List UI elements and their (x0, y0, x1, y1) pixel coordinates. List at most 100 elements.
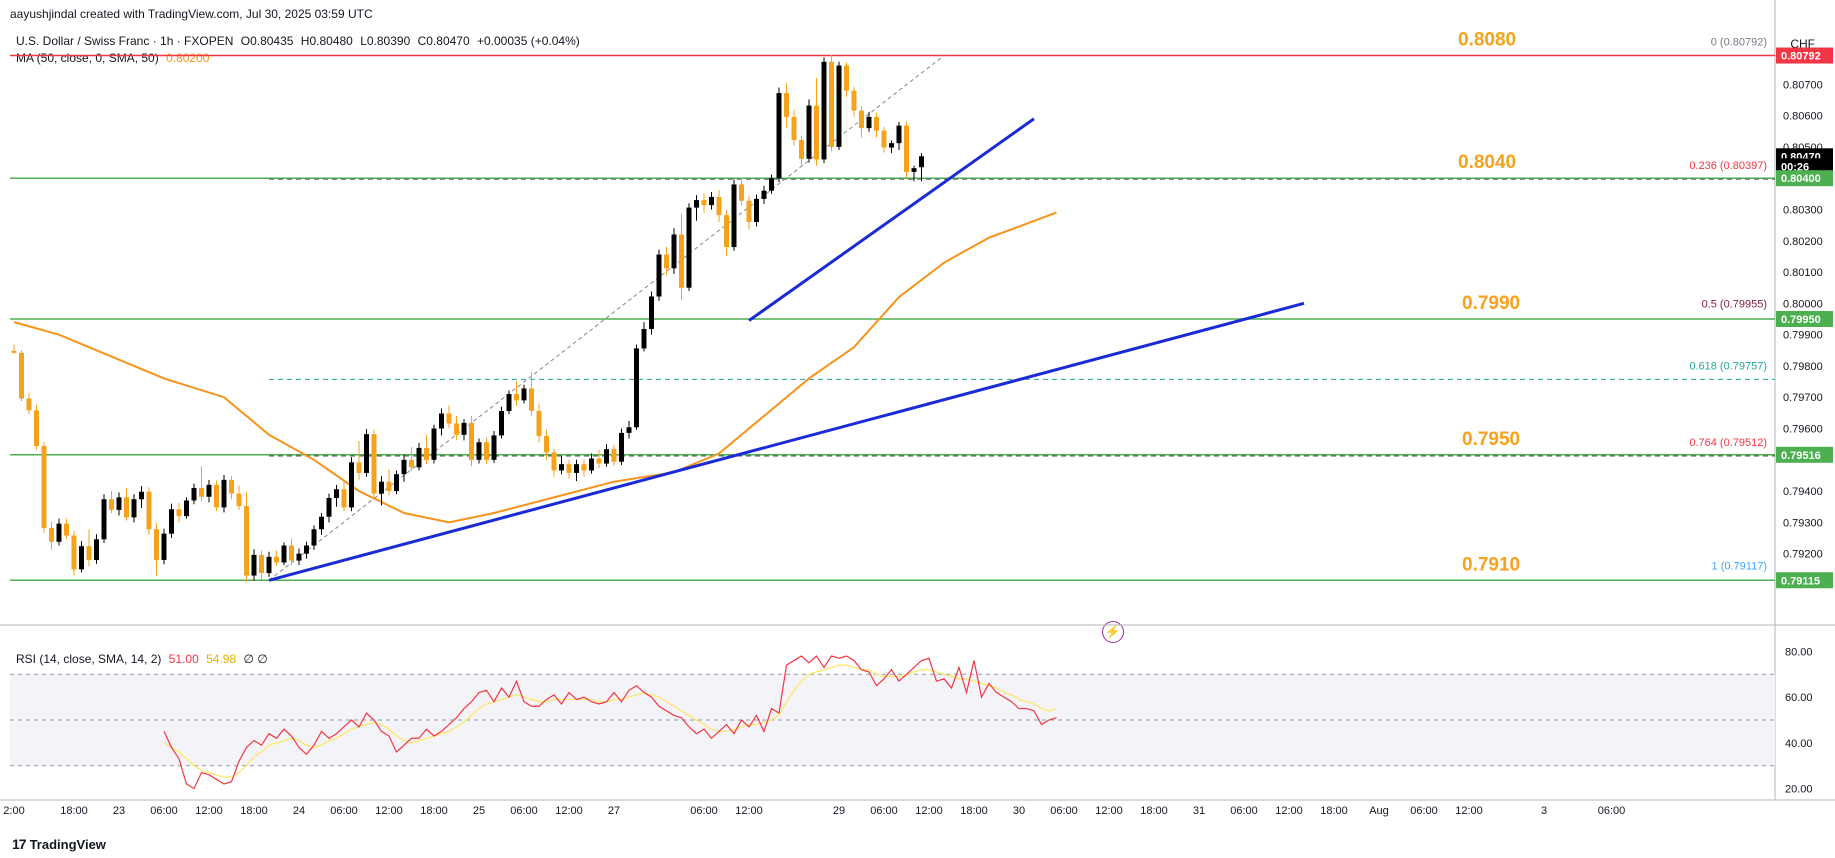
candle-body (904, 125, 909, 172)
candle-body (371, 434, 377, 494)
level-label: 0.7990 (1462, 293, 1520, 314)
time-tick-label: 06:00 (1050, 805, 1078, 817)
candle-body (109, 499, 114, 510)
candle-body (649, 296, 654, 330)
tradingview-brand[interactable]: 17 TradingView (12, 836, 106, 852)
candle-body (761, 190, 767, 199)
time-tick-label: 06:00 (1230, 805, 1258, 817)
candle-body (454, 423, 459, 435)
price-badge-label: 0.80400 (1781, 173, 1821, 185)
candle-body (596, 458, 602, 464)
candle-body (41, 446, 47, 529)
candle-body (911, 168, 917, 172)
fib-label: 0.764 (0.79512) (1689, 437, 1767, 449)
candle-body (754, 198, 759, 222)
candle-body (821, 61, 827, 160)
candle-body (379, 481, 384, 494)
candle-body (431, 428, 437, 460)
candle-body (529, 388, 534, 411)
candle-body (739, 184, 744, 201)
candle-body (776, 93, 782, 179)
time-tick-label: 12:00 (915, 805, 943, 817)
candle-body (889, 143, 894, 148)
candle-body (641, 329, 647, 349)
candle-body (94, 539, 99, 560)
time-tick-label: 12:00 (1275, 805, 1303, 817)
symbol-title: U.S. Dollar / Swiss Franc · 1h · FXOPEN (16, 34, 234, 48)
price-tick-label: 0.80200 (1783, 236, 1823, 248)
time-tick-label: 2:00 (3, 805, 24, 817)
time-tick-label: 06:00 (690, 805, 718, 817)
candle-body (319, 516, 324, 530)
price-tick-label: 0.79600 (1783, 424, 1823, 436)
candle-body (491, 435, 497, 460)
candle-body (124, 497, 129, 518)
rsi-value: 51.00 (168, 652, 199, 666)
candle-body (919, 156, 924, 168)
price-tick-label: 0.80100 (1783, 267, 1823, 279)
candle-body (71, 535, 77, 570)
flash-icon[interactable]: ⚡ (1102, 621, 1124, 643)
time-tick-label: 29 (833, 805, 845, 817)
candle-body (784, 93, 789, 117)
attribution-text: aayushjindal created with TradingView.co… (10, 7, 373, 21)
brand-name: TradingView (29, 836, 106, 852)
time-tick-label: 30 (1013, 805, 1025, 817)
rsi-tick-label: 80.00 (1785, 646, 1813, 658)
price-tick-label: 0.80300 (1783, 204, 1823, 216)
candle-body (859, 110, 864, 129)
candle-body (619, 432, 624, 462)
time-tick-label: 18:00 (420, 805, 448, 817)
time-tick-label: 06:00 (1598, 805, 1626, 817)
time-tick-label: 18:00 (60, 805, 88, 817)
candle-body (401, 459, 407, 475)
high-value: H0.80480 (300, 34, 353, 48)
price-badge (1776, 572, 1833, 589)
time-tick-label: 06:00 (510, 805, 538, 817)
candle-body (244, 506, 249, 576)
candle-body (139, 491, 144, 500)
price-tick-label: 0.79400 (1783, 486, 1823, 498)
candle-body (161, 533, 167, 560)
candle-body (566, 464, 572, 473)
time-tick-label: 06:00 (870, 805, 898, 817)
candle-body (791, 116, 797, 141)
ma-label: MA (50, close, 0, SMA, 50) (16, 51, 159, 65)
price-tick-label: 0.79700 (1783, 392, 1823, 404)
trendline (268, 301, 1305, 582)
time-tick-label: 3 (1541, 805, 1547, 817)
candle-body (191, 487, 197, 501)
time-tick-label: 06:00 (330, 805, 358, 817)
price-badge (1776, 446, 1833, 463)
candle-body (334, 489, 339, 498)
candle-body (746, 200, 752, 222)
candle-body (679, 234, 684, 288)
candle-body (356, 462, 362, 473)
price-badge-label: 0.80792 (1781, 51, 1821, 63)
candle-body (304, 545, 309, 554)
candle-body (769, 178, 774, 191)
candle-body (116, 497, 122, 510)
candle-body (79, 546, 84, 570)
time-tick-label: 18:00 (240, 805, 268, 817)
fib-label: 0.236 (0.80397) (1689, 160, 1767, 172)
candle-body (56, 523, 62, 542)
candle-body (656, 254, 662, 297)
candle-body (469, 422, 474, 460)
candle-body (154, 529, 159, 560)
candle-body (574, 464, 579, 473)
time-tick-label: 25 (473, 805, 485, 817)
currency-label[interactable]: CHF (1790, 37, 1815, 51)
candle-body (214, 484, 219, 508)
price-tick-label: 0.79200 (1783, 549, 1823, 561)
candle-body (176, 509, 182, 517)
candle-body (289, 545, 294, 561)
price-tick-label: 0.79800 (1783, 361, 1823, 373)
candle-body (686, 207, 692, 288)
candle-body (11, 350, 17, 353)
price-badge-label: 0.79950 (1781, 314, 1821, 326)
candle-body (799, 140, 804, 159)
candle-body (589, 458, 594, 471)
time-tick-label: Aug (1369, 805, 1389, 817)
